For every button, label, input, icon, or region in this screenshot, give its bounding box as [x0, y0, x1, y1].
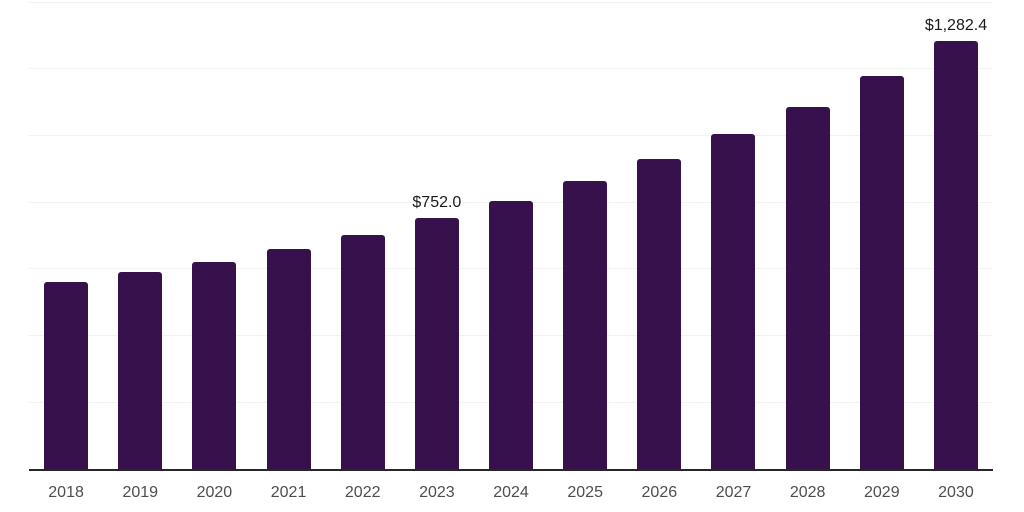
- bar-slot-2022: [326, 2, 400, 469]
- x-tick-2024: 2024: [493, 484, 529, 501]
- bar-2019: [118, 272, 163, 469]
- x-tick-2022: 2022: [344, 484, 381, 501]
- x-axis-ticks: 2018 2019 2020 2021 2022 2023 2024 2025 2026 2027…: [29, 485, 993, 501]
- bars-row: $752.0 $1,282.4: [29, 2, 993, 469]
- bar-slot-2024: [474, 2, 548, 469]
- bar-slot-2025: [548, 2, 622, 469]
- bar-slot-2030: $1,282.4: [919, 2, 993, 469]
- x-tick-2029: 2029: [864, 484, 900, 501]
- gridline: [29, 134, 993, 136]
- gridline: [29, 1, 993, 3]
- bar-2018: [44, 282, 89, 469]
- data-label-2023: $752.0: [412, 194, 462, 212]
- gridline: [29, 68, 993, 70]
- x-tick-2023: 2023: [419, 484, 455, 501]
- bar-2021: [266, 248, 311, 469]
- bar-slot-2021: [251, 2, 325, 469]
- bar-slot-2020: [177, 2, 251, 469]
- bar-2025: [563, 180, 608, 469]
- x-axis-line: [29, 469, 993, 471]
- bar-slot-2027: [696, 2, 770, 469]
- bar-2026: [637, 159, 682, 469]
- bar-2022: [340, 234, 385, 469]
- x-tick-2028: 2028: [789, 484, 826, 501]
- bar-2030: [933, 41, 978, 469]
- plot-area: $752.0 $1,282.4: [29, 1, 993, 469]
- x-tick-2021: 2021: [270, 484, 307, 501]
- x-tick-2027: 2027: [715, 484, 752, 501]
- bar-slot-2019: [103, 2, 177, 469]
- x-tick-2025: 2025: [567, 484, 603, 501]
- bar-slot-2029: [845, 2, 919, 469]
- x-tick-2018: 2018: [48, 484, 84, 501]
- bar-2029: [859, 76, 904, 469]
- bar-slot-2023: $752.0: [400, 2, 474, 469]
- bar-slot-2028: [771, 2, 845, 469]
- data-label-2030: $1,282.4: [924, 17, 988, 35]
- x-tick-2019: 2019: [122, 484, 159, 501]
- bar-2020: [192, 261, 237, 469]
- bar-slot-2026: [622, 2, 696, 469]
- x-tick-2030: 2030: [938, 484, 974, 501]
- bar-2027: [711, 134, 756, 469]
- bar-2023: [414, 218, 459, 469]
- x-tick-2026: 2026: [641, 484, 678, 501]
- bar-2028: [785, 107, 830, 469]
- bar-2024: [489, 200, 534, 469]
- bar-slot-2018: [29, 2, 103, 469]
- x-tick-2020: 2020: [196, 484, 233, 501]
